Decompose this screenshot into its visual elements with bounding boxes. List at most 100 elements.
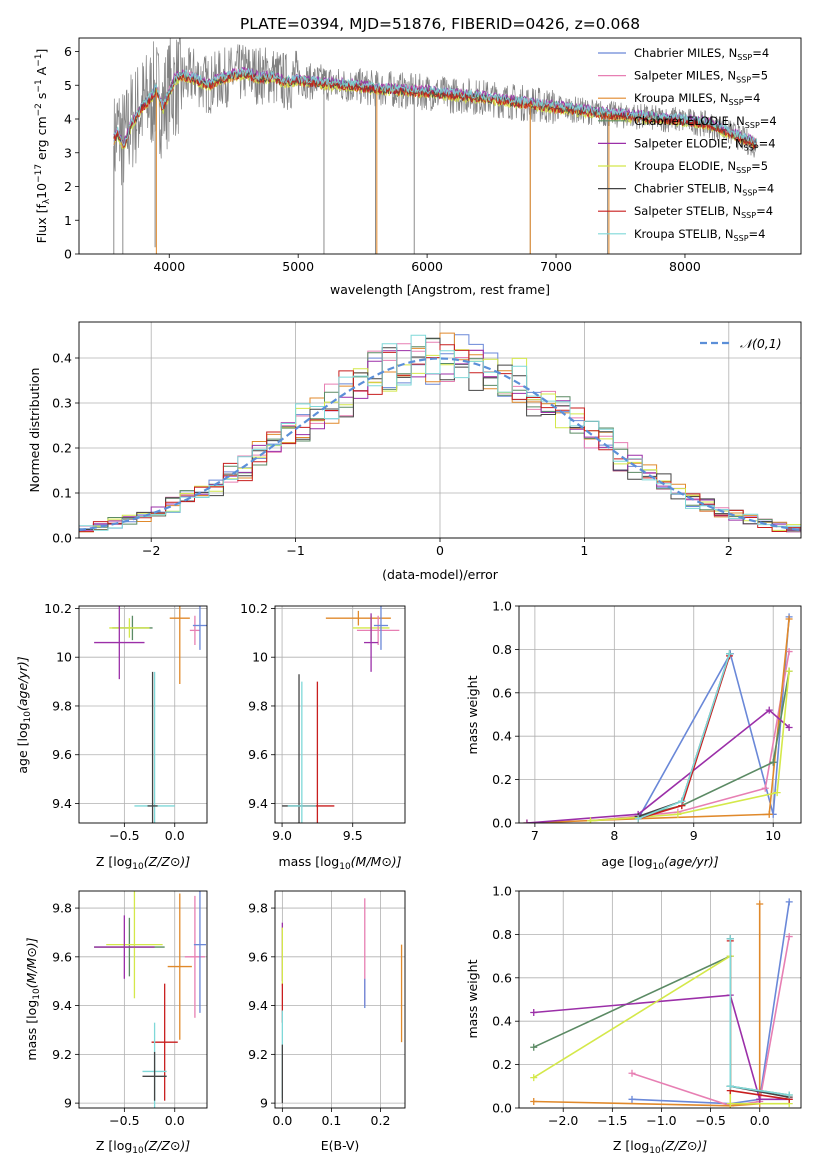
mass-weight-marker	[634, 815, 642, 823]
x-tick-label: 0.1	[321, 1113, 341, 1128]
axes-frame	[78, 890, 208, 1109]
mass-weight-marker	[628, 1069, 636, 1077]
mass-weight-marker	[530, 1097, 538, 1105]
model-fit-line	[113, 70, 758, 148]
y-tick-label: 1	[64, 213, 72, 228]
residual-xlabel: (data-model)/error	[382, 567, 499, 582]
mass-weight-marker	[586, 817, 594, 823]
y-tick-label: 0.4	[52, 351, 72, 366]
y-tick-label: 9.4	[52, 998, 72, 1013]
weight-vs-age-xlabel: age [log10(age/yr)]	[601, 854, 718, 872]
mass-weight-marker	[726, 1100, 734, 1108]
y-tick-label: 4	[64, 112, 72, 127]
axes-frame	[78, 605, 208, 824]
spectrum-ylabel: Flux [fλ10−17 erg cm−2 s−1 A−1]	[34, 49, 52, 244]
mass-weight-marker	[726, 650, 734, 658]
y-tick-label: 9.2	[52, 1047, 72, 1062]
mass-weight-marker	[530, 1074, 538, 1082]
mass-vs-ebv-axes-plot	[281, 898, 403, 1104]
mass-weight-marker	[785, 1091, 793, 1099]
mass-weight-line	[533, 994, 790, 1101]
mass-weight-line	[590, 651, 790, 822]
spectrum-xlabel: wavelength [Angstrom, rest frame]	[330, 282, 550, 297]
mass-weight-marker	[773, 789, 781, 797]
mass-weight-marker	[756, 900, 764, 908]
y-tick-label: 3	[64, 145, 72, 160]
y-tick-label: 9.6	[248, 747, 268, 762]
y-tick-label: 0.6	[492, 970, 512, 985]
x-tick-label: −0.5	[109, 1113, 139, 1128]
y-tick-label: 0.4	[492, 729, 512, 744]
legend-label: Salpeter ELODIE, NSSP=4	[634, 136, 776, 152]
x-tick-label: 7	[531, 828, 539, 843]
y-tick-label: 0.0	[492, 816, 512, 831]
normal-legend-label: 𝒩(0,1)	[740, 336, 782, 351]
y-tick-label: 9.2	[248, 1047, 268, 1062]
mass-weight-marker	[785, 667, 793, 675]
y-tick-label: 0.3	[52, 396, 72, 411]
y-tick-label: 0.1	[52, 486, 72, 501]
mass-vs-ebv-xlabel: E(B-V)	[321, 1138, 360, 1153]
mass-weight-marker	[523, 819, 531, 823]
y-tick-label: 0.0	[492, 1101, 512, 1116]
mass-vs-ebv-axes: 0.0 0.1 0.2 9 9.2 9.4 9.6 9.8	[248, 890, 406, 1128]
x-tick-label: 9.5	[343, 828, 363, 843]
y-tick-label: 9.8	[52, 698, 72, 713]
age-vs-mass-axes-plot	[282, 606, 400, 823]
mass-weight-marker	[785, 898, 793, 906]
axes-frame	[78, 37, 802, 255]
weight-vs-z-ylabel: mass weight	[465, 959, 480, 1038]
y-tick-label: 10	[56, 650, 72, 665]
x-tick-label: 8000	[669, 259, 701, 274]
y-tick-label: 0.2	[492, 1057, 512, 1072]
y-tick-label: 5	[64, 78, 72, 93]
y-tick-label: 10.2	[44, 601, 72, 616]
mass-weight-marker	[726, 1082, 734, 1090]
legend-label: Chabrier MILES, NSSP=4	[634, 46, 769, 62]
residual-histogram	[79, 334, 801, 531]
y-tick-label: 0.4	[492, 1014, 512, 1029]
y-tick-label: 0.2	[492, 772, 512, 787]
y-tick-label: 0	[64, 247, 72, 262]
y-tick-label: 9.6	[52, 949, 72, 964]
y-tick-label: 9.8	[52, 901, 72, 916]
axes-frame	[274, 890, 406, 1109]
mass-weight-marker	[530, 1043, 538, 1051]
x-tick-label: −1.5	[597, 1113, 627, 1128]
age-vs-z-ylabel: age [log10(age/yr)]	[15, 656, 33, 773]
mass-weight-line	[526, 618, 790, 823]
legend-label: Kroupa MILES, NSSP=4	[634, 91, 760, 107]
mass-weight-marker	[769, 758, 777, 766]
y-tick-label: 10.2	[240, 601, 268, 616]
mass-weight-marker	[785, 648, 793, 656]
legend-label: Salpeter STELIB, NSSP=4	[634, 204, 773, 220]
weight-vs-z-xlabel: Z [log10(Z/Z⊙)]	[613, 1138, 707, 1156]
mass-weight-line	[631, 901, 790, 1105]
y-tick-label: 9.8	[248, 901, 268, 916]
x-tick-label: 10	[765, 828, 781, 843]
axes-frame	[78, 321, 802, 539]
y-tick-label: 0.6	[492, 685, 512, 700]
y-tick-label: 0.8	[492, 642, 512, 657]
x-tick-label: 8	[610, 828, 618, 843]
mass-weight-marker	[726, 935, 734, 943]
x-tick-label: 0	[436, 543, 444, 558]
mass-weight-marker	[628, 1095, 636, 1103]
y-tick-label: 9.4	[248, 796, 268, 811]
x-tick-label: 0.2	[371, 1113, 391, 1128]
residual-ylabel: Normed distribution	[27, 368, 42, 493]
weight-vs-z-axes-plot	[530, 898, 793, 1108]
legend-label: Kroupa STELIB, NSSP=4	[634, 227, 765, 243]
age-vs-mass-xlabel: mass [log10(M/M⊙)]	[278, 854, 401, 872]
legend-label: Salpeter MILES, NSSP=5	[634, 69, 768, 85]
x-tick-label: 0.0	[272, 1113, 292, 1128]
mass-weight-marker	[785, 615, 793, 623]
y-tick-label: 9.6	[248, 949, 268, 964]
model-fit-line	[113, 70, 758, 150]
mass-weight-marker	[674, 810, 682, 818]
mass-weight-line	[638, 670, 790, 818]
y-tick-label: 9.8	[248, 698, 268, 713]
mass-weight-marker	[678, 797, 686, 805]
mass-vs-z-xlabel: Z [log10(Z/Z⊙)]	[96, 1138, 190, 1156]
